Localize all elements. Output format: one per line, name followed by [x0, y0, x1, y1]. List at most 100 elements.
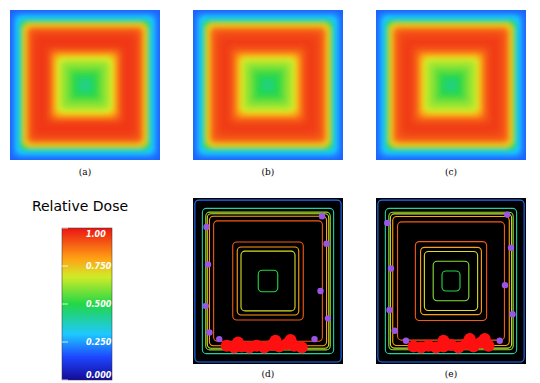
dose-band — [221, 38, 315, 132]
contour-panel — [376, 198, 526, 364]
dose-band — [10, 10, 160, 160]
dose-band — [72, 72, 98, 98]
fail-minor — [504, 211, 510, 217]
fail-minor — [403, 338, 409, 344]
fail-minor — [502, 282, 508, 288]
dose-band — [12, 12, 158, 158]
fail-minor — [216, 336, 222, 342]
panel-label: (c) — [445, 167, 457, 177]
fail-major — [285, 334, 297, 346]
fail-minor — [203, 224, 209, 230]
fail-minor — [319, 213, 325, 219]
dose-band — [445, 79, 456, 90]
dose-band — [427, 61, 476, 110]
dose-map — [193, 10, 343, 160]
dose-band — [19, 19, 150, 150]
contour-line — [241, 251, 295, 311]
contour-line — [233, 242, 304, 320]
dose-band — [214, 31, 323, 140]
dose-band — [400, 34, 501, 135]
contour-line — [421, 247, 482, 314]
dose-band — [259, 76, 278, 95]
fail-major — [296, 341, 308, 353]
dose-band — [419, 53, 483, 117]
dose-band — [34, 34, 135, 135]
dose-band — [83, 83, 87, 87]
colorbar-title: Relative Dose — [32, 198, 128, 214]
fail-major — [270, 335, 282, 347]
dose-band — [434, 68, 468, 102]
colorbar-label: 1.00 — [86, 230, 106, 239]
contour-line — [202, 208, 333, 353]
dose-band — [232, 49, 303, 120]
colorbar-tick — [62, 228, 68, 229]
fail-minor — [508, 245, 514, 251]
dose-band — [61, 61, 110, 110]
fail-minor — [509, 311, 515, 317]
dose-band — [49, 49, 120, 120]
dose-band — [199, 16, 338, 155]
contour-line — [424, 252, 477, 311]
contour-line — [207, 214, 329, 348]
contour-line — [206, 212, 331, 350]
dose-band — [415, 49, 486, 120]
contour-line — [378, 200, 524, 362]
dose-band — [202, 19, 333, 150]
dose-band — [262, 79, 273, 90]
dose-band — [423, 57, 479, 113]
fail-minor — [323, 240, 329, 246]
contour-line — [214, 221, 323, 341]
contour-line — [442, 271, 460, 291]
fail-minor — [392, 328, 398, 334]
dose-map — [10, 10, 160, 160]
colorbar-tick — [62, 380, 68, 381]
dose-band — [23, 23, 147, 147]
dose-band — [193, 10, 343, 160]
dose-band — [68, 68, 102, 102]
fail-minor — [203, 303, 209, 309]
dose-map — [376, 10, 526, 160]
contour-line — [433, 261, 469, 300]
contour-line — [258, 270, 278, 292]
dose-band — [244, 61, 293, 110]
fail-minor — [317, 288, 323, 294]
contour-line — [209, 216, 326, 346]
fail-major — [464, 333, 476, 345]
panel-label: (e) — [445, 369, 457, 379]
dose-band — [382, 16, 521, 155]
fail-minor — [388, 265, 394, 271]
contour-line — [398, 222, 505, 340]
dose-band — [79, 79, 90, 90]
dose-band — [266, 83, 270, 87]
dose-band — [255, 72, 281, 98]
dose-band — [449, 83, 453, 87]
dose-band — [57, 57, 113, 113]
dose-band — [389, 23, 513, 147]
contour-plot — [378, 200, 524, 362]
fail-major — [479, 333, 491, 345]
dose-band — [16, 16, 155, 155]
contour-line — [237, 247, 299, 315]
dose-band — [225, 42, 311, 128]
dose-band — [251, 68, 285, 102]
dose-band — [438, 72, 464, 98]
dose-band — [247, 64, 288, 105]
dose-band — [393, 27, 509, 143]
colorbar-label: 0.250 — [86, 338, 112, 347]
fail-major — [438, 335, 450, 347]
contour-panel — [193, 198, 343, 364]
contour-line — [389, 212, 513, 350]
dose-band — [27, 27, 143, 143]
dose-band — [404, 38, 498, 132]
dose-band — [240, 57, 296, 113]
contour-line — [385, 208, 516, 353]
dose-band — [38, 38, 132, 132]
dose-band — [397, 31, 506, 140]
fail-minor — [325, 315, 331, 321]
colorbar-tick — [62, 304, 68, 305]
colorbar-label: 0.750 — [86, 262, 112, 271]
panel-label: (a) — [79, 167, 91, 177]
fail-major — [232, 336, 244, 348]
dose-band — [195, 12, 341, 158]
dose-band — [210, 27, 326, 143]
